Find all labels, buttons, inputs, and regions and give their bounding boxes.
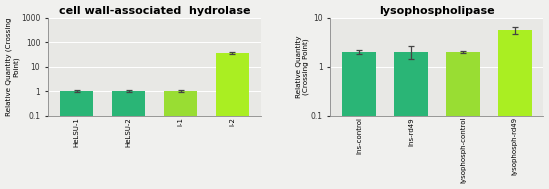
Bar <box>164 91 198 189</box>
Bar <box>111 91 145 189</box>
Bar <box>216 53 249 189</box>
Y-axis label: Relative Quantity
(Crossing Point): Relative Quantity (Crossing Point) <box>296 35 309 98</box>
Bar <box>446 52 480 189</box>
Title: cell wall-associated  hydrolase: cell wall-associated hydrolase <box>59 5 250 15</box>
Bar <box>498 30 532 189</box>
Bar <box>342 52 376 189</box>
Bar <box>60 91 93 189</box>
Y-axis label: Relative Quantity (Crossing
Point): Relative Quantity (Crossing Point) <box>5 17 20 116</box>
Bar <box>394 52 428 189</box>
Title: lysophospholipase: lysophospholipase <box>379 5 495 15</box>
